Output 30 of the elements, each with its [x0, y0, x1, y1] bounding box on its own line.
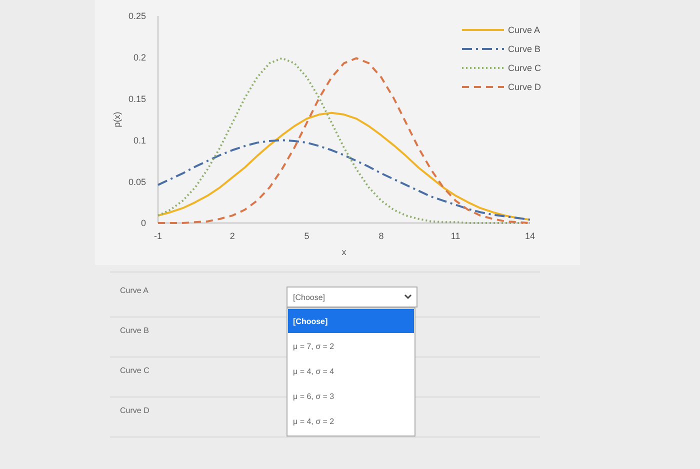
text: μ = 4, σ = 4 [293, 366, 335, 376]
legend-label: Curve A [508, 25, 540, 36]
text: Curve D [120, 406, 150, 415]
text: Curve C [120, 366, 150, 375]
x-tick-label: 5 [304, 231, 310, 241]
legend-label: Curve D [508, 82, 542, 92]
y-axis-title: p(x) [112, 112, 122, 128]
x-tick-label: 8 [378, 231, 384, 241]
text: Curve B [120, 326, 149, 335]
text: μ = 4, σ = 2 [293, 416, 335, 426]
text: μ = 7, σ = 2 [293, 342, 335, 351]
text: [Choose] [293, 316, 328, 326]
line-series [157, 112, 531, 221]
y-tick-label: 0.05 [128, 176, 146, 187]
x-tick-label: -1 [154, 231, 162, 241]
text: Curve A [120, 286, 150, 295]
text: [Choose] [293, 292, 326, 302]
text: μ = 6, σ = 3 [293, 392, 335, 401]
line-series [157, 139, 531, 221]
y-tick-label: 0.2 [133, 52, 146, 63]
y-tick-label: 0.25 [128, 11, 146, 22]
x-tick-label: 14 [524, 231, 536, 241]
y-tick-label: 0 [140, 218, 146, 228]
x-tick-label: 11 [450, 231, 460, 241]
y-tick-label: 0.1 [133, 135, 146, 146]
y-tick-label: 0.15 [128, 94, 146, 104]
legend-label: Curve B [508, 44, 541, 54]
x-tick-label: 2 [230, 231, 235, 241]
x-axis-title: x [342, 247, 347, 257]
legend-label: Curve C [508, 63, 542, 74]
